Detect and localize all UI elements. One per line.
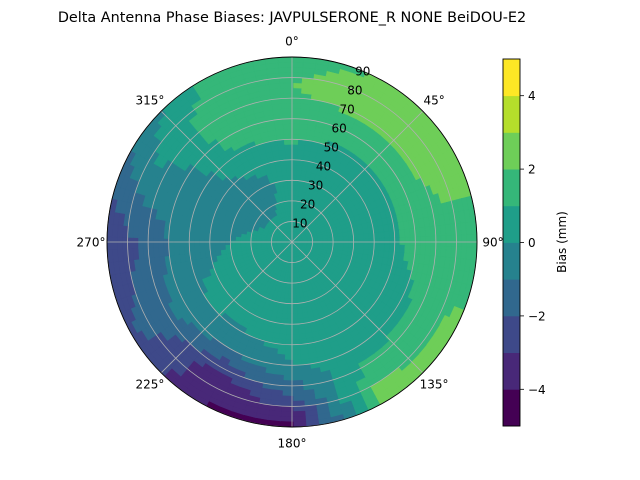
- theta-grid-spoke: [160, 110, 293, 243]
- colorbar-band: [503, 352, 520, 390]
- colorbar-ticks: 4 2 0 −2 −4: [520, 89, 546, 397]
- theta-tick-label: 135°: [420, 378, 449, 392]
- theta-tick-label: 45°: [423, 93, 444, 107]
- contour-cell: [284, 143, 293, 151]
- radial-tick-label: 40: [316, 160, 331, 174]
- polar-frame: [106, 56, 478, 428]
- colorbar-band: [503, 242, 520, 280]
- radial-tick-label: 50: [324, 141, 339, 155]
- theta-tick-label: 315°: [135, 93, 164, 107]
- theta-grid-spoke: [291, 241, 424, 374]
- contour-fill: [107, 57, 477, 427]
- radial-tick-label: 90: [355, 65, 370, 79]
- colorbar-tick-label: −2: [528, 309, 546, 323]
- theta-tick-label: 180°: [278, 437, 307, 451]
- theta-tick-label: 0°: [285, 35, 299, 49]
- colorbar-band: [503, 59, 520, 97]
- polar-grid: [106, 56, 478, 428]
- colorbar-bands: [503, 59, 520, 427]
- radial-tick-label: 10: [292, 217, 307, 231]
- colorbar-band: [503, 389, 520, 427]
- colorbar-band: [503, 132, 520, 170]
- colorbar-tick-label: 0: [528, 236, 536, 250]
- radial-tick-label: 70: [339, 103, 354, 117]
- theta-tick-label: 90°: [482, 236, 503, 250]
- colorbar-band: [503, 169, 520, 207]
- contour-cell: [285, 164, 293, 171]
- colorbar: 4 2 0 −2 −4 Bias (mm): [502, 58, 569, 427]
- theta-grid-spoke: [160, 241, 293, 374]
- colorbar-label: Bias (mm): [555, 211, 569, 273]
- polar-plot: 0° 45° 90° 135° 180° 225° 270° 315° 10 20 30 40 50 6…: [77, 35, 504, 451]
- contour-cell: [107, 246, 114, 263]
- contour-cell: [470, 221, 477, 238]
- colorbar-tick-label: 4: [528, 89, 536, 103]
- theta-tick-label: 225°: [135, 378, 164, 392]
- colorbar-tick-label: −4: [528, 383, 546, 397]
- radial-tick-label: 30: [308, 179, 323, 193]
- radial-tick-label: 80: [347, 84, 362, 98]
- colorbar-band: [503, 315, 520, 353]
- theta-tick-labels: 0° 45° 90° 135° 180° 225° 270° 315°: [77, 35, 504, 451]
- contour-cell: [290, 421, 307, 427]
- theta-tick-label: 270°: [77, 236, 106, 250]
- radial-tick-label: 60: [332, 122, 347, 136]
- colorbar-band: [503, 205, 520, 243]
- colorbar-band: [503, 279, 520, 317]
- radial-tick-labels: 10 20 30 40 50 60 70 80 90: [292, 65, 370, 231]
- colorbar-tick-label: 2: [528, 163, 536, 177]
- theta-grid-spoke: [291, 110, 424, 243]
- radial-tick-label: 20: [300, 198, 315, 212]
- colorbar-band: [503, 95, 520, 133]
- contour-cell: [277, 57, 294, 63]
- chart-title: Delta Antenna Phase Biases: JAVPULSERONE…: [58, 10, 526, 26]
